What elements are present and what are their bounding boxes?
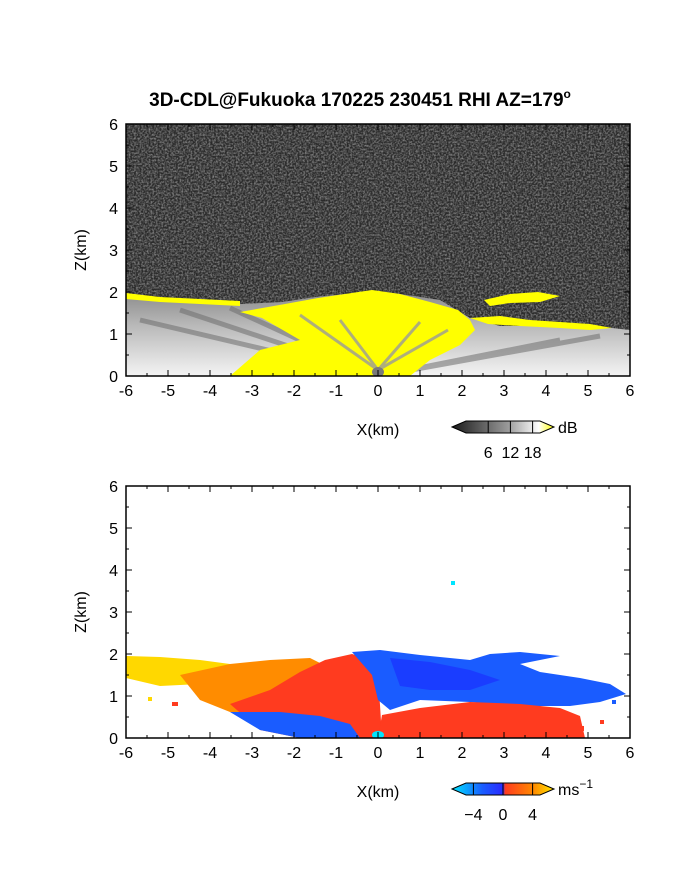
x-tick-label: -4 — [203, 383, 217, 400]
velocity-region-blue-lower — [230, 712, 360, 738]
y-tick-label: 5 — [109, 159, 118, 176]
x-tick-label: 4 — [542, 745, 551, 762]
x-axis-label: X(km) — [357, 422, 400, 439]
x-tick-label: -6 — [119, 745, 133, 762]
saturated-elevated-layer — [484, 292, 560, 306]
x-tick-label: 5 — [584, 383, 593, 400]
stray-echoes — [148, 697, 616, 731]
x-tick-label: -3 — [245, 745, 259, 762]
y-tick-label: 4 — [109, 563, 118, 580]
x-tick-label: -4 — [203, 745, 217, 762]
y-axis-label: Z(km) — [73, 591, 90, 633]
x-tick-label: 5 — [584, 745, 593, 762]
y-tick-label: 2 — [109, 285, 118, 302]
colorbar-tick-label: 6 — [484, 445, 493, 462]
x-tick-label: 1 — [416, 745, 425, 762]
y-tick-label: 1 — [109, 327, 118, 344]
colorbar-ticks: −4 0 4 — [464, 783, 537, 824]
colorbar: 6 12 18 dB — [450, 420, 578, 462]
y-axis-label: Z(km) — [73, 229, 90, 271]
colorbar-tick-label: 0 — [499, 807, 508, 824]
isolated-echo — [451, 581, 455, 585]
x-axis-label: X(km) — [357, 784, 400, 801]
colorbar-bar — [450, 420, 556, 434]
colorbar-ticks: 6 12 18 — [484, 421, 542, 462]
y-tick-label: 5 — [109, 521, 118, 538]
y-tick-label: 0 — [109, 731, 118, 748]
x-tick-label: 2 — [458, 745, 467, 762]
x-tick-label: 0 — [374, 383, 383, 400]
colorbar-unit: ms−1 — [558, 777, 593, 799]
y-tick-label: 6 — [109, 117, 118, 134]
velocity-panel: -6 -5 -4 -3 -2 -1 0 1 2 3 4 5 6 0 1 2 3 4 5 6 X(km) Z(km) −… — [73, 479, 635, 824]
x-tick-label: -5 — [161, 745, 175, 762]
colorbar-tick-label: 18 — [524, 445, 542, 462]
colorbar-tick-label: 4 — [528, 807, 537, 824]
y-tick-label: 6 — [109, 479, 118, 496]
saturated-top-left — [126, 293, 240, 306]
x-tick-label: -2 — [287, 745, 301, 762]
x-tick-label: 6 — [626, 745, 635, 762]
x-tick-label: 3 — [500, 745, 509, 762]
x-tick-label: 3 — [500, 383, 509, 400]
y-tick-label: 3 — [109, 243, 118, 260]
axes: -6 -5 -4 -3 -2 -1 0 1 2 3 4 5 6 0 1 2 3 4 5 6 — [109, 117, 634, 400]
figure-title: 3D-CDL@Fukuoka 170225 230451 RHI AZ=179o — [149, 87, 571, 111]
colorbar-unit: dB — [558, 420, 578, 437]
colorbar: −4 0 4 ms−1 — [450, 777, 593, 824]
y-tick-label: 0 — [109, 369, 118, 386]
y-tick-label: 2 — [109, 647, 118, 664]
x-tick-label: -5 — [161, 383, 175, 400]
axes: -6 -5 -4 -3 -2 -1 0 1 2 3 4 5 6 0 1 2 3 4 5 6 — [109, 479, 634, 762]
x-tick-label: -6 — [119, 383, 133, 400]
x-tick-label: -1 — [329, 745, 343, 762]
velocity-region-yellow — [126, 656, 260, 686]
y-tick-label: 1 — [109, 689, 118, 706]
saturated-echo — [230, 290, 475, 376]
y-tick-label: 4 — [109, 201, 118, 218]
velocity-region-red-lower — [378, 702, 585, 738]
x-tick-label: -1 — [329, 383, 343, 400]
velocity-region-blue-deep — [390, 658, 500, 690]
x-tick-label: 2 — [458, 383, 467, 400]
y-tick-label: 3 — [109, 605, 118, 622]
x-tick-label: 4 — [542, 383, 551, 400]
saturated-layer-right — [470, 316, 612, 330]
x-tick-label: 0 — [374, 745, 383, 762]
internal-streaks — [299, 313, 449, 372]
x-tick-label: -3 — [245, 383, 259, 400]
x-tick-label: 6 — [626, 383, 635, 400]
colorbar-tick-label: 12 — [502, 445, 520, 462]
x-tick-label: -2 — [287, 383, 301, 400]
colorbar-tick-label: −4 — [464, 807, 482, 824]
x-tick-label: 1 — [416, 383, 425, 400]
